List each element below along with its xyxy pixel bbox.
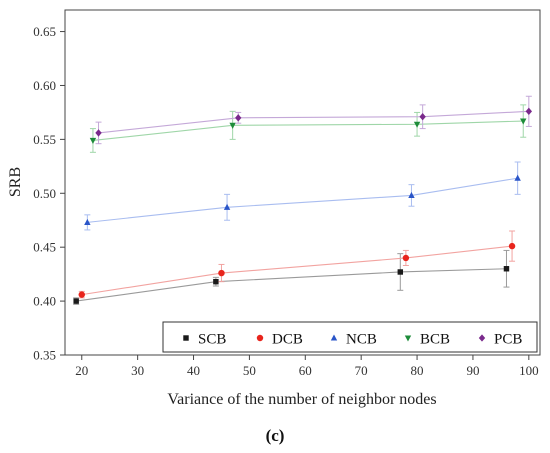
data-point-pcb: [525, 107, 533, 116]
data-point-ncb: [223, 203, 231, 210]
data-point-bcb: [520, 118, 527, 125]
data-point-pcb: [235, 114, 242, 122]
y-tick-label: 0.50: [33, 186, 56, 201]
legend-label-pcb: PCB: [494, 332, 522, 348]
x-axis-title: Variance of the number of neighbor nodes: [167, 391, 436, 408]
data-point-dcb: [402, 254, 410, 262]
y-axis-title: SRB: [7, 167, 24, 197]
plot-frame: [64, 9, 541, 356]
series-line-bcb: [92, 120, 524, 141]
y-tick-label: 0.55: [33, 132, 56, 147]
legend-label-ncb: NCB: [346, 332, 377, 348]
axis-ticks: 20 30 40 50 60 70 80 90 100 0.35 0.40 0.45 0.50 0.55 0…: [33, 24, 538, 378]
panel-label: (c): [266, 426, 285, 445]
legend-label-scb: SCB: [198, 332, 226, 348]
legend: SCB DCB NCB BCB PCB: [162, 321, 538, 353]
series-pcb: [95, 95, 533, 145]
series-layer: [73, 95, 533, 305]
x-tick-label: 70: [355, 363, 368, 378]
series-dcb: [78, 230, 516, 299]
legend-marker-dcb: [256, 334, 264, 342]
series-line-ncb: [87, 177, 518, 223]
legend-box: [162, 321, 538, 353]
data-point-dcb: [508, 242, 516, 250]
legend-label-dcb: DCB: [272, 332, 303, 348]
data-point-bcb: [229, 122, 236, 129]
legend-label-bcb: BCB: [420, 332, 450, 348]
y-tick-label: 0.35: [33, 348, 56, 363]
legend-marker-bcb: [404, 335, 412, 342]
data-point-scb: [73, 298, 79, 304]
data-point-scb: [503, 266, 510, 272]
data-point-pcb: [419, 113, 426, 121]
x-tick-label: 20: [75, 363, 88, 378]
y-tick-label: 0.60: [33, 78, 56, 93]
legend-marker-scb: [183, 335, 189, 341]
legend-marker-ncb: [330, 334, 338, 341]
y-tick-label: 0.45: [33, 240, 56, 255]
series-line-pcb: [98, 110, 529, 134]
series-line-dcb: [81, 245, 513, 296]
series-bcb: [89, 104, 527, 153]
x-tick-label: 40: [187, 363, 200, 378]
x-tick-label: 80: [411, 363, 424, 378]
series-scb: [73, 249, 510, 305]
data-point-ncb: [408, 191, 415, 198]
series-ncb: [84, 161, 521, 231]
data-point-dcb: [218, 269, 225, 277]
x-tick-label: 90: [466, 363, 479, 378]
legend-marker-pcb: [478, 334, 486, 342]
x-tick-label: 60: [299, 363, 312, 378]
x-tick-label: 100: [519, 363, 539, 378]
data-point-bcb: [89, 137, 97, 144]
y-tick-label: 0.40: [33, 294, 56, 309]
data-point-dcb: [78, 291, 85, 298]
data-point-scb: [397, 269, 404, 275]
x-tick-label: 30: [131, 363, 144, 378]
data-point-ncb: [514, 174, 521, 181]
data-point-ncb: [84, 218, 91, 225]
x-tick-label: 50: [243, 363, 256, 378]
series-line-scb: [76, 268, 507, 302]
data-point-bcb: [413, 121, 421, 128]
y-tick-label: 0.65: [33, 24, 56, 39]
data-point-pcb: [95, 129, 102, 137]
data-point-scb: [213, 278, 219, 285]
